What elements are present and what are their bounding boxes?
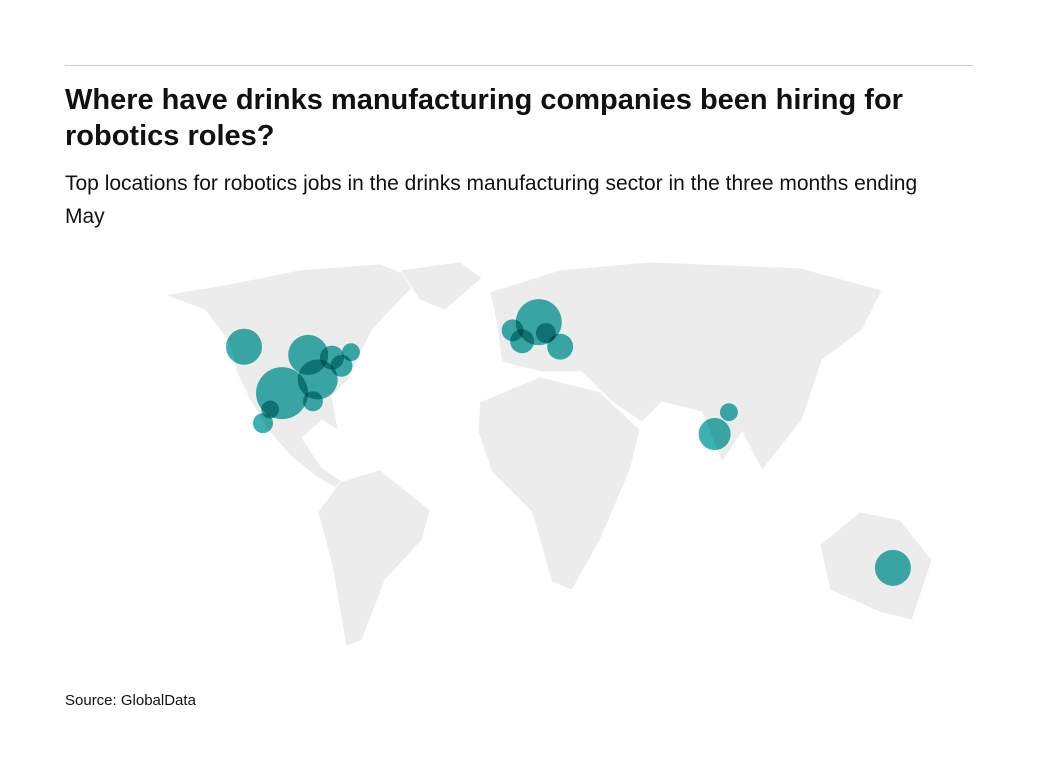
bubble xyxy=(547,333,574,360)
bubble xyxy=(510,329,535,354)
south-america xyxy=(317,469,431,647)
bubble xyxy=(226,328,263,365)
bubble xyxy=(698,418,731,451)
bubble xyxy=(253,413,274,434)
bubble xyxy=(719,403,738,422)
chart-title: Where have drinks manufacturing companie… xyxy=(65,84,903,152)
chart-subtitle: Top locations for robotics jobs in the d… xyxy=(65,172,918,228)
greenland xyxy=(399,261,483,311)
bubble xyxy=(297,359,338,400)
bubble xyxy=(874,549,911,586)
bubble xyxy=(302,391,323,412)
map xyxy=(163,261,933,647)
source-note: Source: GlobalData xyxy=(65,692,196,709)
top-rule xyxy=(65,65,973,66)
africa xyxy=(477,376,641,591)
bubble xyxy=(330,354,353,377)
eurasia xyxy=(489,261,883,471)
